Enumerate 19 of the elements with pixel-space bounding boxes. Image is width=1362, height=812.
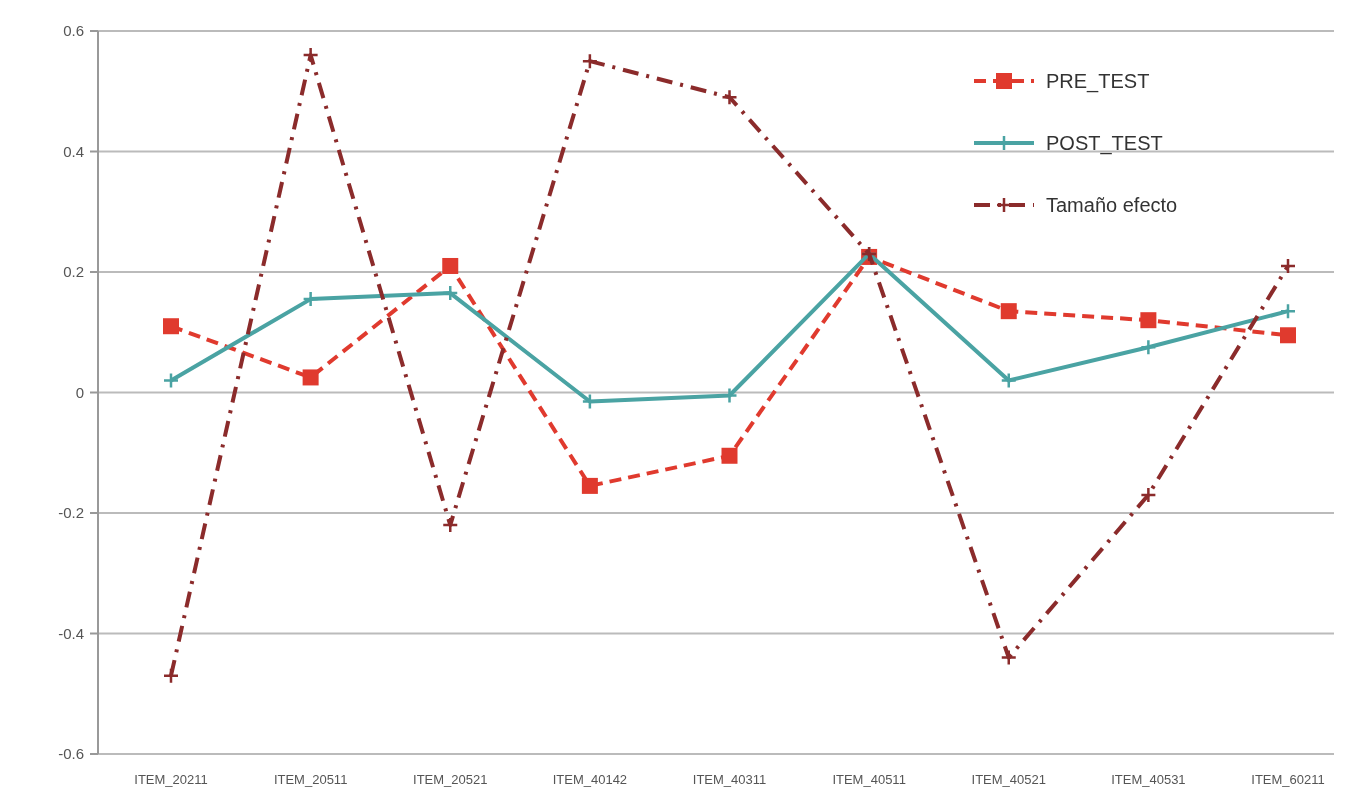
x-tick-label: ITEM_40311	[692, 772, 767, 787]
x-tick-label: ITEM_40511	[832, 772, 906, 787]
x-tick-label: ITEM_40142	[552, 772, 628, 787]
x-tick-label: ITEM_20211	[134, 772, 208, 787]
y-tick-label: 0.4	[63, 142, 84, 160]
x-tick-label: ITEM_40531	[1111, 772, 1186, 787]
y-tick-label: -0.4	[58, 624, 84, 642]
y-tick-label: 0	[75, 383, 84, 401]
y-tick-label: 0.2	[63, 263, 84, 281]
x-tick-label: ITEM_60211	[1251, 772, 1325, 787]
y-tick-label: 0.6	[63, 22, 84, 40]
x-tick-label: ITEM_20521	[413, 772, 488, 787]
x-tick-label: ITEM_20511	[273, 772, 348, 787]
y-tick-label: -0.2	[58, 504, 84, 522]
x-tick-label: ITEM_40521	[971, 772, 1046, 787]
legend-label: POST_TEST	[1046, 132, 1163, 155]
legend-label: PRE_TEST	[1046, 70, 1150, 93]
legend-label: Tamaño efecto	[1046, 194, 1178, 216]
y-tick-label: -0.6	[58, 745, 84, 763]
